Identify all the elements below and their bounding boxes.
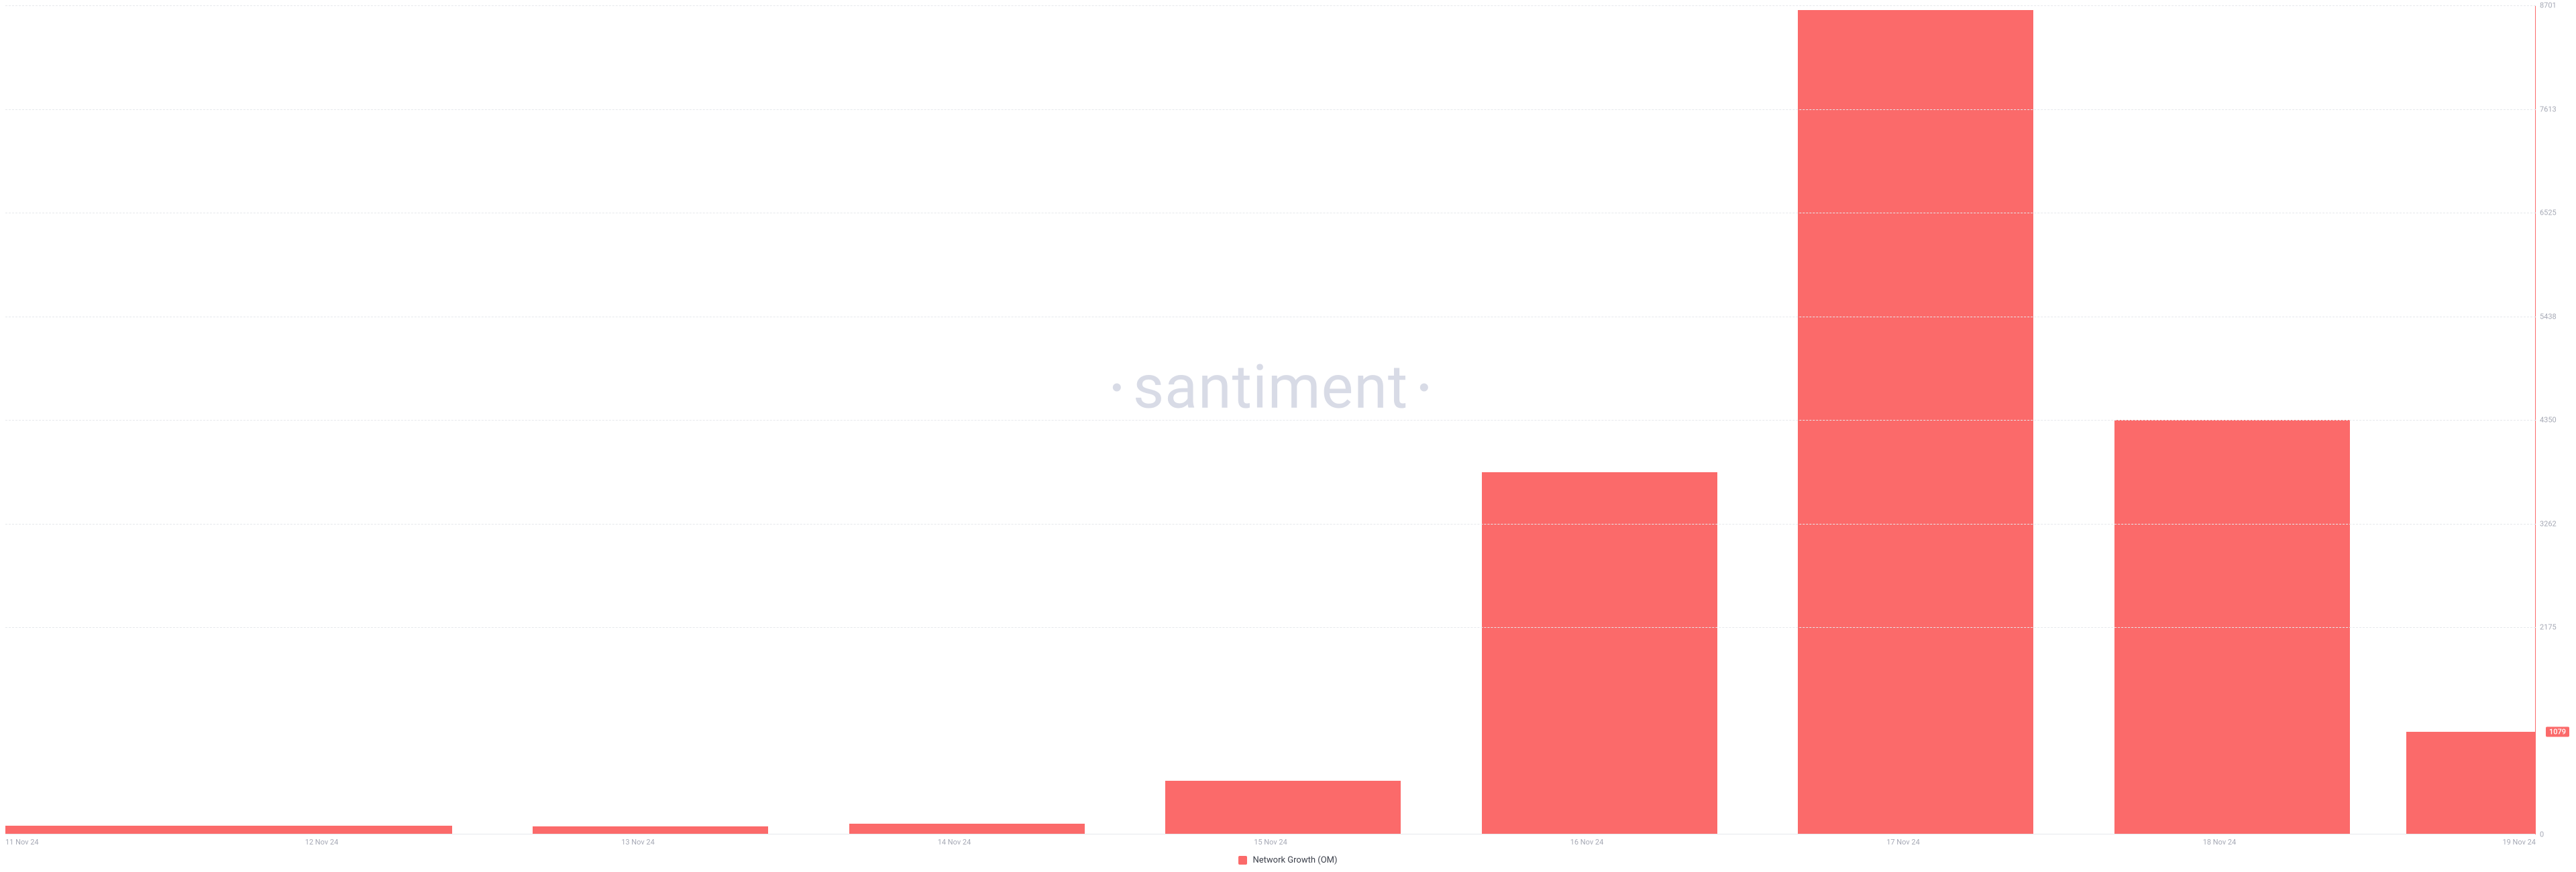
grid-line	[5, 420, 2536, 421]
grid-line	[5, 524, 2536, 525]
current-value-badge: 1079	[2546, 726, 2569, 737]
bar	[849, 824, 1085, 834]
legend-swatch	[1238, 856, 1247, 865]
x-tick-label: 16 Nov 24	[1570, 838, 1604, 847]
y-tick-label: 3262	[2540, 519, 2569, 528]
x-tick-label: 13 Nov 24	[621, 838, 655, 847]
grid-line	[5, 627, 2536, 628]
bar	[2406, 732, 2536, 834]
x-tick-label: 18 Nov 24	[2203, 838, 2237, 847]
x-tick-label: 12 Nov 24	[305, 838, 339, 847]
y-tick-label: 4350	[2540, 416, 2569, 425]
bar	[217, 826, 452, 834]
bar	[1165, 781, 1401, 834]
grid-line	[5, 109, 2536, 110]
y-tick-label: 2175	[2540, 623, 2569, 632]
chart-container: santiment 021753262435054386525761387011…	[0, 0, 2576, 872]
x-tick-label: 19 Nov 24	[2502, 838, 2536, 847]
x-tick-label: 17 Nov 24	[1886, 838, 1920, 847]
x-tick-label: 11 Nov 24	[5, 838, 39, 847]
bar	[1798, 10, 2033, 834]
plot-area: santiment 021753262435054386525761387011…	[5, 5, 2536, 834]
bar	[1482, 472, 1717, 834]
y-tick-label: 6525	[2540, 209, 2569, 217]
x-tick-label: 15 Nov 24	[1254, 838, 1287, 847]
grid-line	[5, 5, 2536, 6]
y-tick-label: 0	[2540, 830, 2569, 839]
y-tick-label: 7613	[2540, 105, 2569, 113]
y-tick-label: 8701	[2540, 1, 2569, 10]
legend: Network Growth (OM)	[0, 855, 2576, 865]
x-tick-label: 14 Nov 24	[938, 838, 971, 847]
legend-label: Network Growth (OM)	[1252, 855, 1337, 865]
y-tick-label: 5438	[2540, 312, 2569, 321]
